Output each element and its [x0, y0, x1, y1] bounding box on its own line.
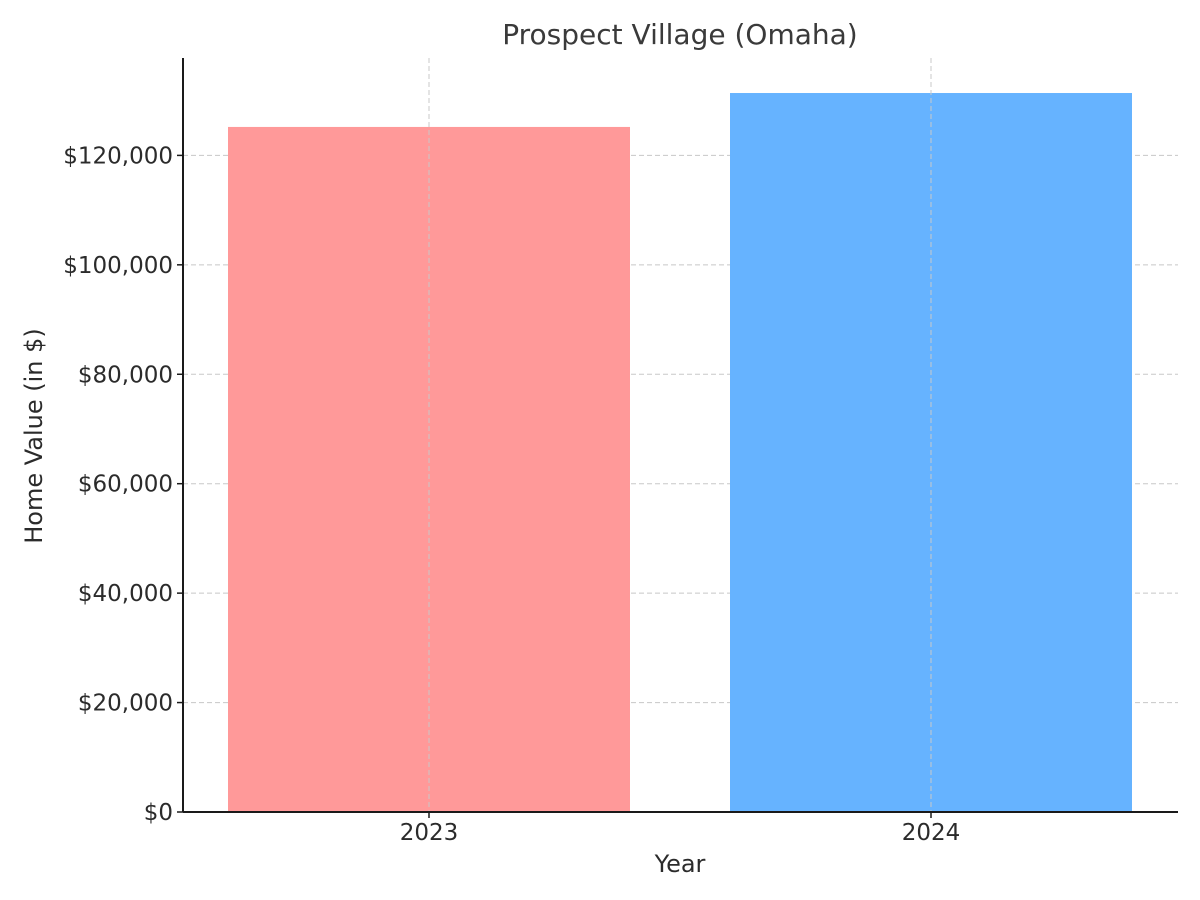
y-axis-label: Home Value (in $) — [20, 328, 48, 544]
y-ticks: $0 $20,000 $40,000 $60,000 $80,000 $100,000 $1… — [63, 143, 183, 826]
y-tick-label: $80,000 — [78, 362, 173, 388]
y-tick-label: $60,000 — [78, 472, 173, 498]
x-tick-label: 2023 — [400, 820, 459, 846]
y-tick-label: $120,000 — [63, 143, 173, 169]
grid-layer — [183, 154, 1178, 704]
y-tick-label: $40,000 — [78, 581, 173, 607]
y-tick-label: $20,000 — [78, 691, 173, 717]
x-ticks: 2023 2024 — [400, 812, 961, 846]
y-tick-label: $100,000 — [63, 253, 173, 279]
x-grid-layer — [428, 58, 932, 812]
x-axis-label: Year — [654, 850, 706, 878]
bars-layer — [228, 93, 1132, 813]
chart-title: Prospect Village (Omaha) — [502, 18, 857, 51]
y-tick-label: $0 — [144, 800, 173, 826]
x-tick-label: 2024 — [902, 820, 961, 846]
